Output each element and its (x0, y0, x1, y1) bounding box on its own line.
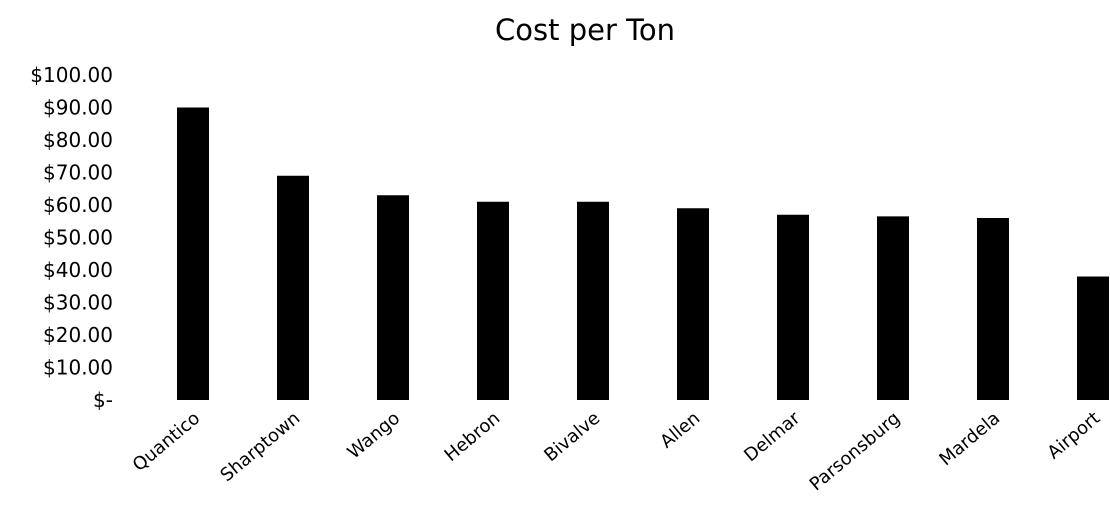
bar-hebron (477, 201, 509, 400)
y-axis-tick-labels: $- $10.00 $20.00 $30.00 $40.00 $50.00 $60.00 $7… (30, 63, 113, 412)
x-tick-label: Sharptown (216, 408, 304, 486)
bar-wango (377, 195, 409, 400)
bar-parsonsburg (877, 216, 909, 400)
y-tick-label: $80.00 (43, 128, 113, 152)
x-tick-label: Mardela (935, 408, 1004, 470)
bar-airport (1077, 276, 1109, 400)
x-tick-label: Delmar (740, 407, 804, 466)
y-tick-label: $60.00 (43, 193, 113, 217)
x-tick-label: Airport (1044, 408, 1105, 464)
bar-quantico (177, 107, 209, 400)
bar-allen (677, 208, 709, 400)
x-tick-label: Wango (344, 408, 405, 464)
y-tick-label: $90.00 (43, 96, 113, 120)
y-tick-label: $- (93, 388, 113, 412)
y-tick-label: $20.00 (43, 323, 113, 347)
bars (177, 107, 1109, 400)
bar-sharptown (277, 175, 309, 400)
x-tick-label: Quantico (129, 408, 205, 476)
y-tick-label: $70.00 (43, 161, 113, 185)
chart-title: Cost per Ton (495, 13, 675, 47)
x-tick-label: Parsonsburg (806, 408, 905, 495)
y-tick-label: $30.00 (43, 291, 113, 315)
y-tick-label: $10.00 (43, 356, 113, 380)
bar-delmar (777, 214, 809, 400)
bar-mardela (977, 218, 1009, 400)
x-axis-tick-labels: Quantico Sharptown Wango Hebron Bivalve Allen… (129, 407, 1105, 495)
y-tick-label: $100.00 (30, 63, 113, 87)
bar-bivalve (577, 201, 609, 400)
x-tick-label: Hebron (441, 408, 505, 466)
y-tick-label: $50.00 (43, 226, 113, 250)
x-tick-label: Bivalve (540, 408, 604, 466)
y-tick-label: $40.00 (43, 258, 113, 282)
x-tick-label: Allen (656, 408, 704, 453)
